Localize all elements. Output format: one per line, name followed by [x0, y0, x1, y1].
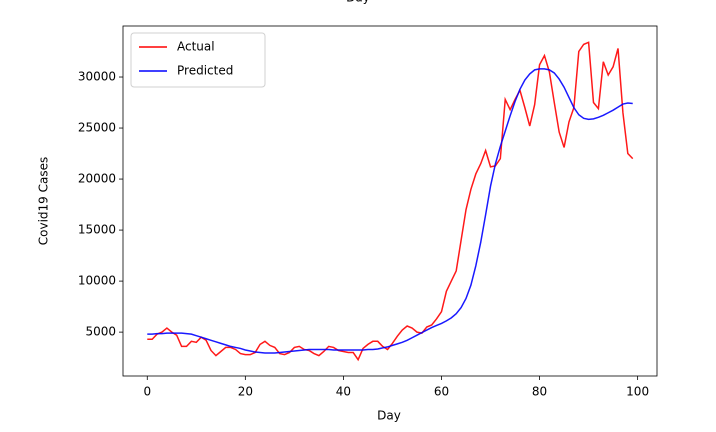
line [147, 68, 633, 354]
legend-label: Predicted [177, 64, 233, 78]
x-tick-label: 100 [626, 385, 649, 399]
y-tick-label: 25000 [78, 121, 116, 135]
x-tick-label: 60 [434, 385, 449, 399]
x-tick-label: 20 [238, 385, 253, 399]
legend-label: Actual [177, 40, 215, 54]
y-tick-label: 30000 [78, 70, 116, 84]
axes-frame [122, 25, 658, 377]
y-tick-label: 15000 [78, 223, 116, 237]
x-tick-label: 80 [532, 385, 547, 399]
y-tick-label: 10000 [78, 274, 116, 288]
y-tick-label: 20000 [78, 172, 116, 186]
x-tick-label: 0 [143, 385, 151, 399]
clipped-title: Day [346, 0, 370, 5]
x-axis-label: Day [377, 409, 401, 423]
y-axis-label: Covid19 Cases [37, 157, 51, 245]
x-tick-label: 40 [336, 385, 351, 399]
y-tick-label: 5000 [85, 325, 116, 339]
